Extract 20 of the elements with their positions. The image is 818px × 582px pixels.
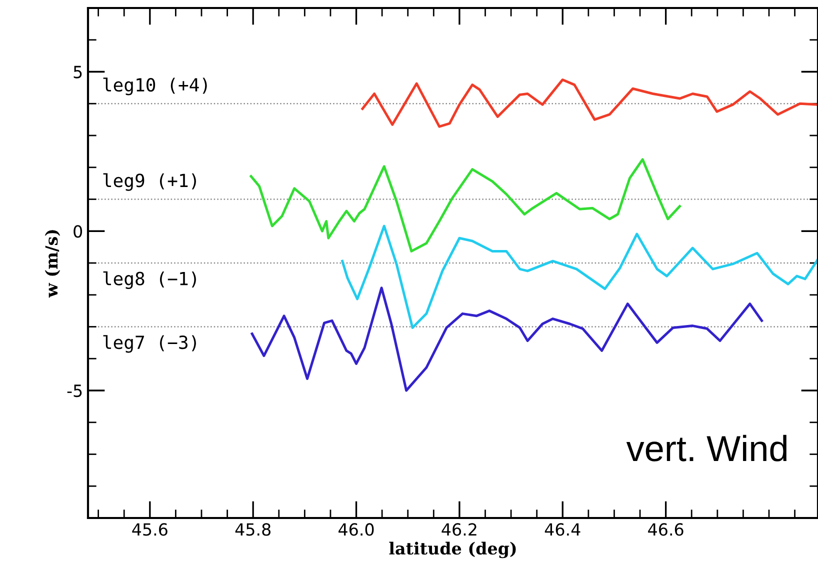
line-series [361, 78, 818, 128]
line-series [250, 158, 681, 252]
ref-line-label: leg10 (+4) [103, 78, 207, 96]
y-tick-label: 0 [74, 225, 82, 238]
x-tick-label: 45.8 [235, 523, 271, 536]
x-axis-title: latitude (deg) [389, 542, 516, 558]
x-tick-label: 46.4 [544, 523, 580, 536]
line-series [250, 286, 764, 392]
y-tick-label: -5 [67, 384, 82, 398]
x-tick-label: 45.6 [132, 523, 168, 536]
x-tick-label: 46.0 [338, 523, 374, 536]
x-tick-label: 46.6 [648, 523, 684, 536]
ref-line-label: leg8 (−1) [103, 271, 196, 290]
y-axis-title: w (m/s) [44, 230, 60, 298]
line-series [341, 224, 818, 329]
ref-line-label: leg9 (+1) [103, 173, 196, 191]
x-tick-label: 46.2 [442, 523, 476, 536]
ref-line-label: leg7 (−3) [103, 335, 196, 353]
y-tick-label: 5 [74, 66, 82, 78]
annotation: vert. Wind [626, 434, 786, 462]
